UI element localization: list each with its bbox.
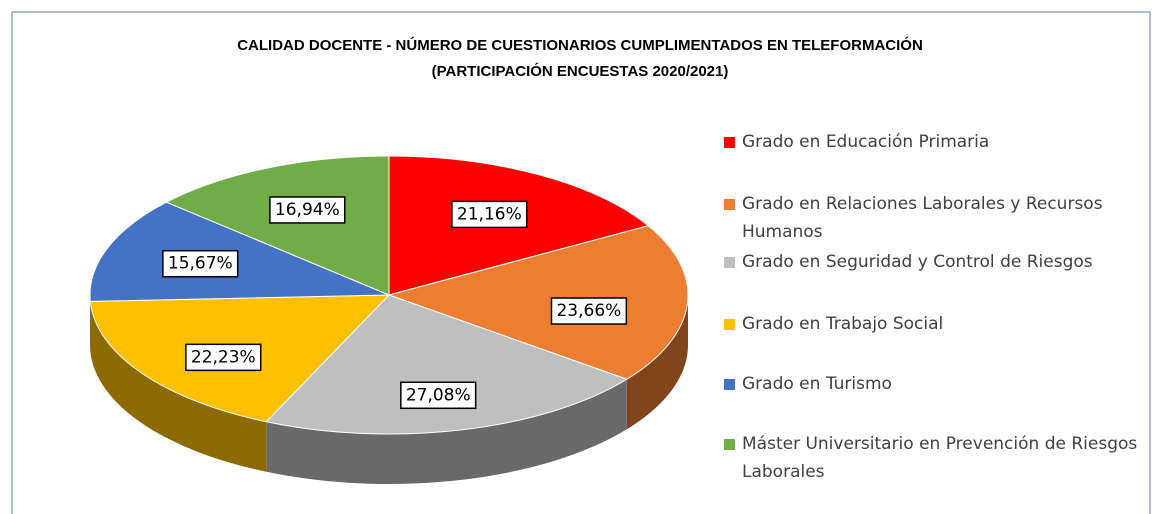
legend: Grado en Educación Primaria Grado en Rela… xyxy=(722,128,1152,486)
legend-label: Grado en Seguridad y Control de Riesgos xyxy=(742,252,1093,272)
legend-item: Grado en Educación Primaria xyxy=(722,128,1152,156)
legend-label: Grado en Educación Primaria xyxy=(742,132,990,152)
data-label-box xyxy=(451,200,528,229)
legend-swatch xyxy=(724,199,735,210)
data-label-box xyxy=(162,249,239,278)
legend-label: Máster Universitario en Prevención de Ri… xyxy=(742,434,1138,482)
legend-swatch xyxy=(724,257,735,268)
slice xyxy=(387,225,689,380)
legend-item: Grado en Seguridad y Control de Riesgos xyxy=(722,248,1152,276)
data-label: 21,16% xyxy=(457,204,522,224)
data-label: 23,66% xyxy=(556,301,621,321)
chart-subtitle: (PARTICIPACIÓN ENCUESTAS 2020/2021) xyxy=(432,62,729,80)
legend-item: Grado en Turismo xyxy=(722,370,1152,398)
legend-swatch xyxy=(724,439,735,450)
slice-side xyxy=(90,301,267,472)
data-label-box xyxy=(185,343,262,372)
legend-item: Grado en Trabajo Social xyxy=(722,310,1152,338)
chart-border xyxy=(11,11,1151,514)
legend-label: Grado en Turismo xyxy=(742,374,892,394)
data-label: 15,67% xyxy=(168,254,233,274)
data-label: 22,23% xyxy=(191,347,256,367)
data-label: 27,08% xyxy=(406,385,471,405)
slice xyxy=(165,155,390,296)
chart-title: CALIDAD DOCENTE - NÚMERO DE CUESTIONARIO… xyxy=(237,36,923,54)
legend-swatch xyxy=(724,379,735,390)
data-label: 16,94% xyxy=(275,200,340,220)
legend-swatch xyxy=(724,319,735,330)
data-label-box xyxy=(550,297,628,325)
legend-item: Máster Universitario en Prevención de Ri… xyxy=(722,430,1152,486)
slice xyxy=(265,294,628,435)
legend-item: Grado en Relaciones Laborales y Recursos… xyxy=(722,190,1152,246)
slice-side xyxy=(626,295,688,430)
legend-label: Grado en Relaciones Laborales y Recursos… xyxy=(742,194,1103,242)
data-label-box xyxy=(400,381,477,410)
legend-swatch xyxy=(724,137,735,148)
data-label-box xyxy=(269,196,346,224)
legend-label: Grado en Trabajo Social xyxy=(742,314,944,334)
